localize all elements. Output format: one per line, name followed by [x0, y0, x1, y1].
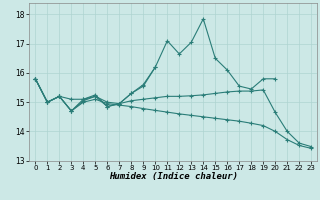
X-axis label: Humidex (Indice chaleur): Humidex (Indice chaleur)	[109, 172, 238, 181]
